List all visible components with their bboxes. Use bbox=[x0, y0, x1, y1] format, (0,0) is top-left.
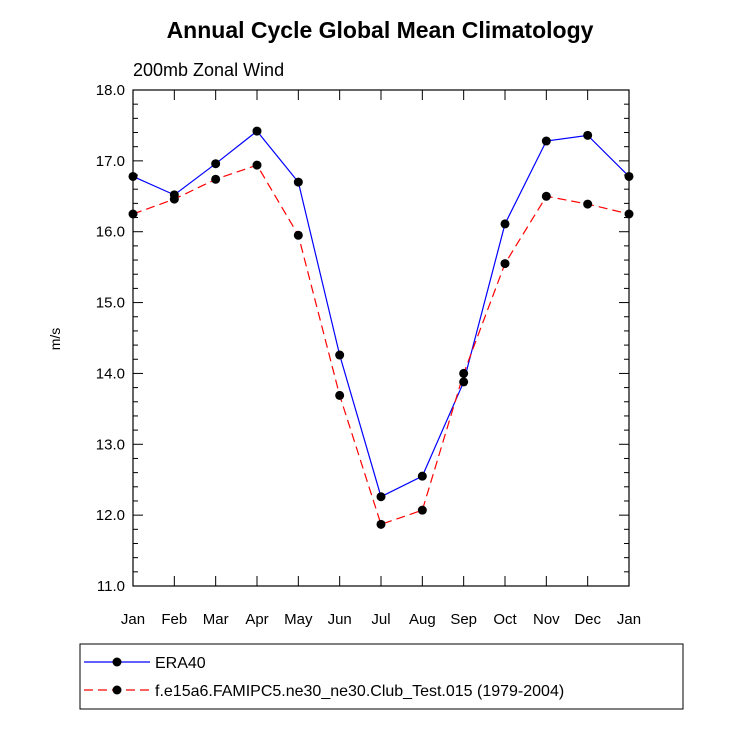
series-1-point bbox=[252, 160, 262, 170]
x-tick-label: Nov bbox=[533, 611, 560, 628]
legend-label-model: f.e15a6.FAMIPC5.ne30_ne30.Club_Test.015 … bbox=[155, 683, 564, 700]
x-tick-label: Sep bbox=[450, 611, 477, 628]
series-1-point bbox=[211, 174, 221, 184]
series-0-point bbox=[417, 471, 427, 481]
x-tick-label: Jun bbox=[328, 611, 352, 628]
y-tick-label: 11.0 bbox=[97, 578, 125, 595]
series-0-point bbox=[335, 350, 345, 360]
series-1-point bbox=[459, 368, 469, 378]
y-tick-labels: 11.0 12.0 13.0 14.0 15.0 16.0 17.0 18.0 bbox=[96, 82, 125, 595]
x-tick-label: Jul bbox=[371, 611, 390, 628]
x-tick-label: Dec bbox=[574, 611, 601, 628]
series-1-point bbox=[500, 259, 510, 269]
y-tick-label: 14.0 bbox=[96, 365, 125, 382]
series-1-point bbox=[376, 519, 386, 529]
series-1-point bbox=[169, 194, 179, 204]
series-0-point bbox=[376, 492, 386, 502]
legend-box bbox=[79, 643, 684, 710]
legend: ERA40 f.e15a6.FAMIPC5.ne30_ne30.Club_Tes… bbox=[79, 643, 684, 710]
series-0-point bbox=[293, 177, 303, 187]
plot-frame bbox=[132, 89, 630, 587]
chart-title: Annual Cycle Global Mean Climatology bbox=[167, 17, 594, 43]
series-0-point bbox=[211, 159, 221, 169]
legend-marker-model bbox=[112, 685, 122, 695]
y-tick-label: 18.0 bbox=[96, 82, 125, 99]
y-tick-label: 16.0 bbox=[96, 224, 125, 241]
x-tick-label: Mar bbox=[203, 611, 229, 628]
series-1-point bbox=[417, 505, 427, 515]
x-tick-label: Oct bbox=[493, 611, 517, 628]
series-1-point bbox=[541, 191, 551, 201]
y-tick-label: 12.0 bbox=[96, 507, 125, 524]
series-0-point bbox=[541, 136, 551, 146]
series-0-point bbox=[583, 130, 593, 140]
y-tick-label: 13.0 bbox=[96, 436, 125, 453]
series-1-point bbox=[335, 390, 345, 400]
x-tick-label: Aug bbox=[409, 611, 436, 628]
series-1-point bbox=[293, 230, 303, 240]
series-1-point bbox=[583, 199, 593, 209]
chart-subtitle: 200mb Zonal Wind bbox=[133, 60, 284, 80]
series-0-point bbox=[500, 219, 510, 229]
x-tick-label: Feb bbox=[161, 611, 187, 628]
series-0-point bbox=[252, 126, 262, 136]
series-0-point bbox=[459, 377, 469, 387]
x-tick-label: Jan bbox=[121, 611, 145, 628]
y-tick-label: 17.0 bbox=[96, 153, 125, 170]
x-tick-label: Apr bbox=[245, 611, 268, 628]
x-tick-label: Jan bbox=[617, 611, 641, 628]
legend-marker-era40 bbox=[112, 657, 122, 667]
y-tick-label: 15.0 bbox=[96, 295, 125, 312]
x-tick-label: May bbox=[284, 611, 313, 628]
x-tick-labels: Jan Feb Mar Apr May Jun Jul Aug Sep Oct Nov Dec Jan bbox=[121, 611, 641, 628]
y-axis-label: m/s bbox=[47, 328, 63, 351]
legend-label-era40: ERA40 bbox=[155, 655, 206, 672]
